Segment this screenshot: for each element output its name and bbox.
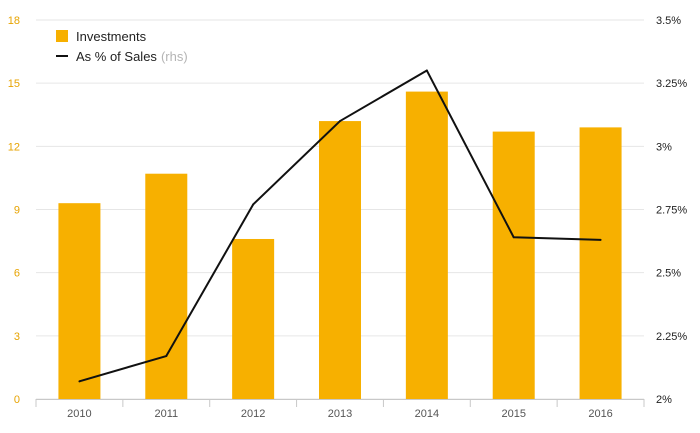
legend-swatch-sales-share	[56, 55, 68, 57]
legend-swatch-investments	[56, 30, 68, 42]
legend-item-investments: Investments	[56, 26, 188, 46]
legend-item-sales-share: As % of Sales (rhs)	[56, 46, 188, 66]
x-tick-label-2016: 2016	[588, 408, 612, 420]
legend-note-rhs: (rhs)	[160, 48, 188, 64]
bar-investments-2014	[405, 91, 448, 399]
point-sales-share-2016	[599, 238, 602, 241]
y-right-tick-label: 2.25%	[656, 331, 687, 343]
y-right-tick-label: 2.5%	[656, 268, 681, 280]
point-sales-share-2014	[425, 69, 428, 72]
bar-investments-2012	[232, 238, 275, 399]
y-right-tick-label: 3.25%	[656, 78, 687, 90]
bar-investments-2013	[319, 121, 361, 400]
point-sales-share-2012	[252, 203, 255, 206]
point-sales-share-2010	[78, 380, 81, 383]
bar-investments-2015	[492, 131, 535, 399]
y-right-tick-label: 3%	[656, 141, 672, 153]
bar-investments-2016	[579, 127, 622, 399]
y-left-tick-label: 3	[14, 331, 20, 343]
point-sales-share-2011	[165, 355, 168, 358]
x-tick-label-2010: 2010	[67, 408, 91, 420]
bar-investments-2010	[58, 203, 101, 399]
y-left-tick-label: 0	[14, 394, 20, 406]
legend-label-investments: Investments	[76, 28, 147, 44]
legend: Investments As % of Sales (rhs)	[56, 26, 188, 66]
legend-label-sales-share: As % of Sales	[76, 48, 157, 64]
y-right-tick-label: 2.75%	[656, 205, 687, 217]
y-left-tick-label: 6	[14, 268, 20, 280]
point-sales-share-2013	[339, 120, 341, 123]
y-left-tick-label: 9	[14, 205, 20, 217]
x-tick-label-2014: 2014	[415, 408, 439, 420]
x-tick-label-2012: 2012	[241, 408, 265, 420]
x-tick-label-2011: 2011	[154, 408, 178, 420]
y-right-tick-label: 3.5%	[656, 15, 681, 27]
bar-investments-2011	[145, 173, 188, 399]
x-tick-label-2015: 2015	[501, 408, 525, 420]
y-left-tick-label: 18	[8, 15, 20, 27]
y-left-tick-label: 12	[8, 141, 20, 153]
x-tick-label-2013: 2013	[328, 408, 352, 420]
point-sales-share-2015	[512, 236, 515, 239]
y-left-tick-label: 15	[8, 78, 20, 90]
y-right-tick-label: 2%	[656, 394, 672, 406]
